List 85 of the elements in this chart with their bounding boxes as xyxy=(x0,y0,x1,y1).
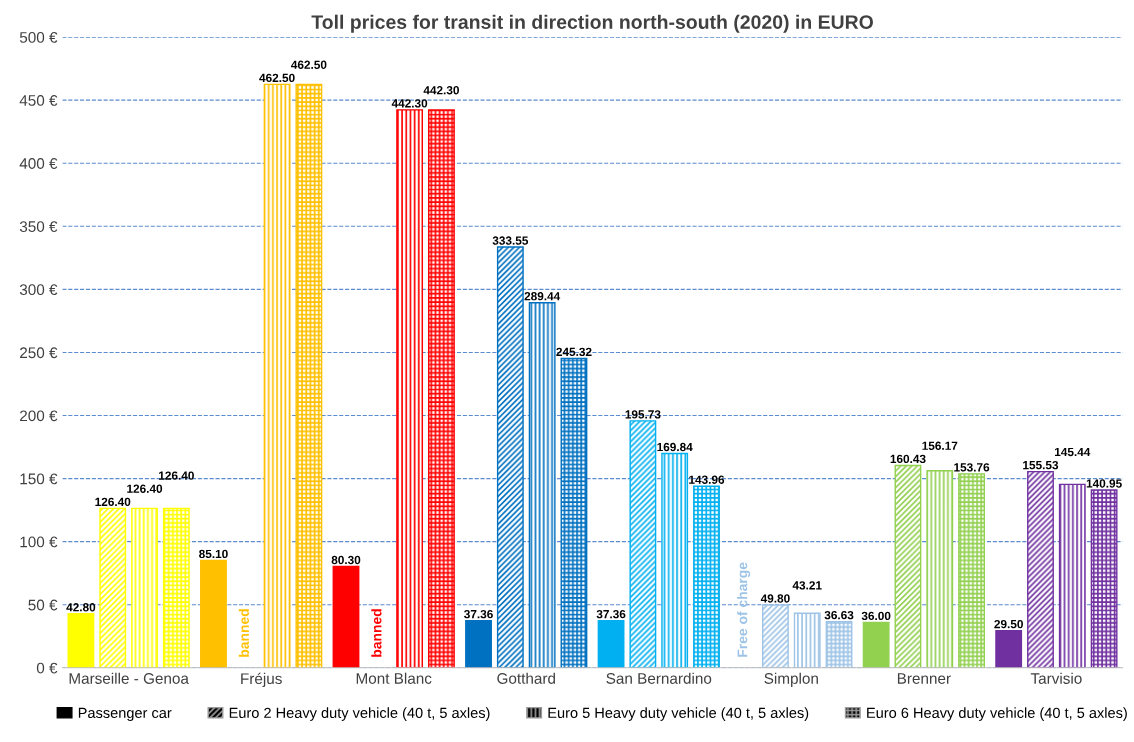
data-label: 462.50 xyxy=(291,60,327,69)
bar xyxy=(825,620,853,668)
bar xyxy=(926,470,954,668)
y-tick-label: 450 € xyxy=(19,95,58,106)
data-label: 333.55 xyxy=(492,236,529,245)
data-label: 36.00 xyxy=(861,611,891,621)
y-tick-label: 500 € xyxy=(19,31,58,43)
y-tick-label: 400 € xyxy=(19,158,58,169)
data-label: 462.50 xyxy=(259,73,295,83)
x-tick-label: Marseille - Genoa xyxy=(69,672,189,684)
data-label: 36.63 xyxy=(824,610,854,620)
data-label: 37.36 xyxy=(596,609,626,619)
y-tick-label: 50 € xyxy=(28,599,58,611)
data-label: 126.40 xyxy=(127,484,163,493)
bar xyxy=(1058,483,1086,668)
data-label: 143.96 xyxy=(689,475,725,484)
data-label: 126.40 xyxy=(95,497,131,507)
data-label: 49.80 xyxy=(760,594,790,603)
text: Euro 5 Heavy duty vehicle (40 t, 5 axles) xyxy=(548,707,809,721)
x-tick-label: San Bernardino xyxy=(606,672,712,684)
chart-title: Toll prices for transit in direction north-south (2020) in EURO xyxy=(311,14,873,33)
data-label: 85.10 xyxy=(199,549,228,559)
data-label: 29.50 xyxy=(994,619,1023,629)
bar xyxy=(67,613,95,668)
text: banned xyxy=(238,609,249,657)
data-label: 80.30 xyxy=(331,555,361,565)
data-label: 442.30 xyxy=(391,99,428,108)
data-label: 195.73 xyxy=(625,410,661,419)
bar xyxy=(131,507,158,668)
bar xyxy=(761,604,789,668)
data-label: 43.21 xyxy=(792,581,822,590)
data-label: 289.44 xyxy=(524,292,561,301)
data-label: 140.95 xyxy=(1086,479,1122,488)
bar xyxy=(597,619,625,668)
data-label: 126.40 xyxy=(159,471,194,480)
data-label: 155.53 xyxy=(1023,460,1059,470)
bar xyxy=(629,420,657,668)
bar xyxy=(1090,489,1118,668)
y-tick-label: 0 € xyxy=(36,662,58,674)
bar xyxy=(396,109,424,668)
y-tick-label: 200 € xyxy=(20,410,58,422)
data-label: 153.76 xyxy=(954,463,990,472)
data-label: 160.43 xyxy=(890,454,926,464)
text: Free of charge xyxy=(737,562,751,657)
x-tick-label: Mont Blanc xyxy=(356,672,432,684)
bar xyxy=(661,452,689,668)
bar xyxy=(162,507,190,668)
x-tick-label: Tarvisio xyxy=(1030,672,1082,684)
x-tick-label: Brenner xyxy=(897,673,951,684)
bar xyxy=(295,83,323,668)
bar xyxy=(528,302,556,668)
data-label: 37.36 xyxy=(464,609,493,619)
x-tick-label: Fréjus xyxy=(241,672,282,688)
bar xyxy=(332,565,360,668)
text: banned xyxy=(371,609,382,657)
text: Passenger car xyxy=(78,707,172,721)
bar xyxy=(496,246,524,668)
bar xyxy=(465,619,492,668)
bar xyxy=(693,485,720,668)
bar xyxy=(263,83,291,668)
x-tick-label: Simplon xyxy=(764,672,818,687)
data-label: 169.84 xyxy=(657,442,693,452)
x-tick-label: Gotthard xyxy=(497,672,555,684)
y-tick-label: 100 € xyxy=(20,536,58,548)
text: Euro 6 Heavy duty vehicle (40 t, 5 axles) xyxy=(867,707,1127,721)
bar xyxy=(894,464,922,668)
bar xyxy=(862,621,890,668)
bar xyxy=(793,612,821,668)
bar xyxy=(200,559,227,668)
y-tick-label: 350 € xyxy=(19,221,58,232)
text: Euro 2 Heavy duty vehicle (40 t, 5 axles) xyxy=(229,707,490,721)
bar xyxy=(995,629,1023,668)
bar xyxy=(428,109,455,668)
y-tick-label: 300 € xyxy=(19,284,58,296)
data-label: 245.32 xyxy=(556,347,592,357)
bar xyxy=(958,473,985,668)
data-label: 42.80 xyxy=(66,603,96,612)
bar xyxy=(560,357,588,668)
data-label: 156.17 xyxy=(922,441,958,450)
data-label: 442.30 xyxy=(423,86,459,95)
bar xyxy=(99,507,127,668)
y-tick-label: 150 € xyxy=(20,473,58,485)
bar xyxy=(1027,470,1054,668)
y-tick-label: 250 € xyxy=(20,347,58,359)
data-label: 145.44 xyxy=(1054,447,1091,457)
